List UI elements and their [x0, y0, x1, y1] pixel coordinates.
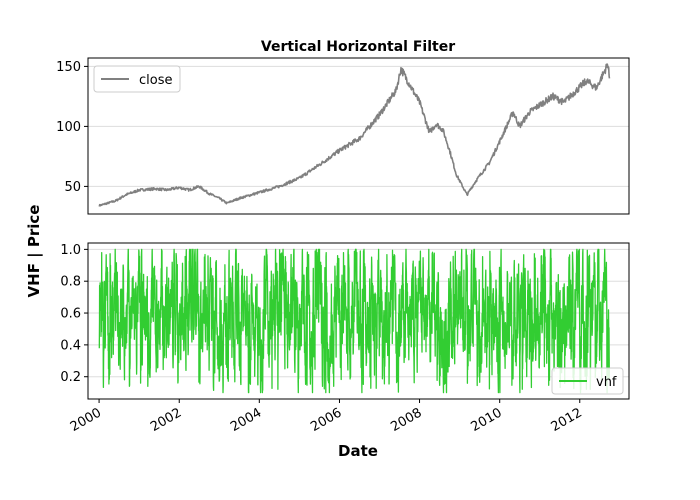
- xtick-label: 2000: [68, 405, 104, 435]
- xtick-label: 2010: [469, 405, 505, 435]
- x-axis: 2000 2002 2004 2006 2008 2010 2012: [68, 399, 585, 435]
- bottom-ytick-label: 1.0: [60, 243, 81, 258]
- top-ytick-label: 100: [56, 120, 81, 135]
- close-series: [98, 63, 611, 207]
- xtick-label: 2012: [549, 405, 585, 435]
- top-panel-frame: [87, 57, 630, 215]
- vhf-line: [98, 248, 611, 394]
- close-legend-label: close: [139, 73, 172, 88]
- top-ytick-label: 50: [64, 180, 81, 195]
- bottom-ytick-label: 0.4: [60, 338, 81, 353]
- top-legend: close: [93, 65, 181, 93]
- top-y-axis: 50 100 150: [56, 60, 88, 195]
- bottom-y-axis: 0.2 0.4 0.6 0.8 1.0: [60, 243, 88, 385]
- vhf-series: [98, 248, 611, 394]
- bottom-legend: vhf: [551, 367, 624, 395]
- bottom-ytick-label: 0.6: [60, 307, 81, 322]
- vhf-legend-label: vhf: [596, 375, 617, 390]
- y-axis-title: VHF | Price: [25, 205, 44, 298]
- bottom-ytick-label: 0.2: [60, 370, 81, 385]
- xtick-label: 2004: [228, 405, 264, 435]
- top-legend-box: [93, 65, 181, 93]
- bottom-panel: 0.2 0.4 0.6 0.8 1.0 2000 2002 2004 2006 2008 2010…: [60, 242, 630, 435]
- top-ytick-label: 150: [56, 60, 81, 75]
- x-axis-title: Date: [338, 442, 378, 460]
- xtick-label: 2006: [308, 405, 344, 435]
- xtick-label: 2008: [388, 405, 424, 435]
- bottom-panel-frame: [87, 242, 630, 400]
- chart-title: Vertical Horizontal Filter: [261, 39, 455, 55]
- xtick-label: 2002: [148, 405, 184, 435]
- bottom-legend-box: [551, 367, 624, 395]
- close-line: [98, 63, 611, 207]
- bottom-ytick-label: 0.8: [60, 275, 81, 290]
- top-panel: 50 100 150 close: [56, 57, 630, 215]
